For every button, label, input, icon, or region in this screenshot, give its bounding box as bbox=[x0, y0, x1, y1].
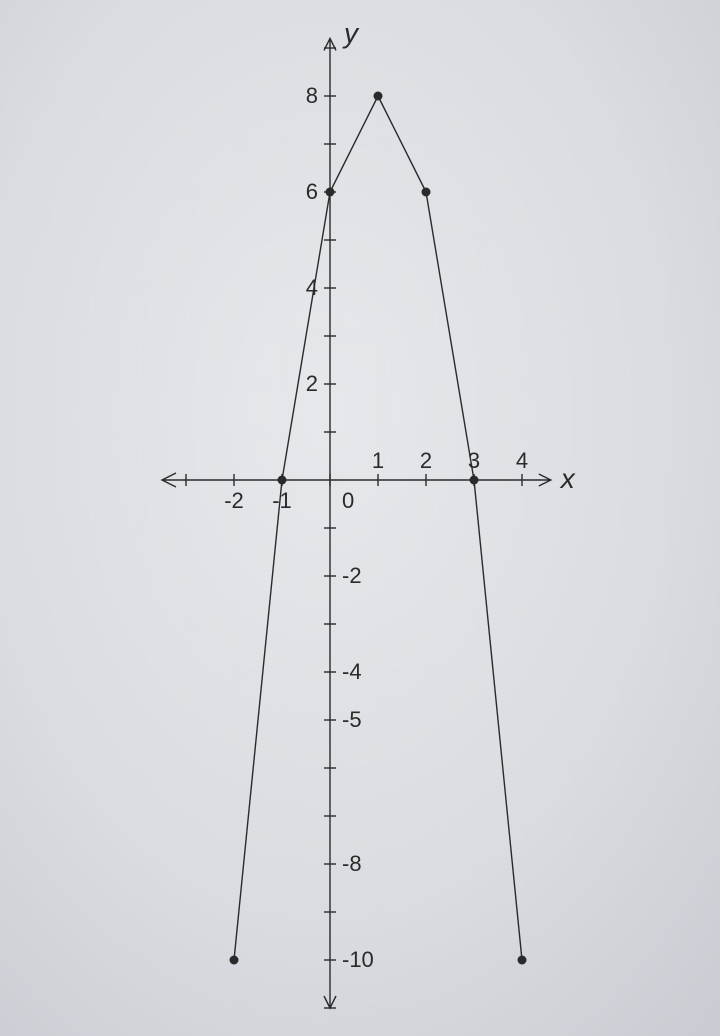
y-tick-label: 2 bbox=[306, 371, 318, 396]
data-point bbox=[518, 956, 527, 965]
data-point bbox=[374, 92, 383, 101]
chart-canvas: -2-101234-10-8-5-4-22468xy bbox=[0, 0, 720, 1036]
data-point bbox=[470, 476, 479, 485]
y-tick-label: 8 bbox=[306, 83, 318, 108]
x-tick-label: 1 bbox=[372, 448, 384, 473]
background bbox=[0, 0, 720, 1036]
y-tick-label: -8 bbox=[342, 851, 362, 876]
y-tick-label: -10 bbox=[342, 947, 374, 972]
x-tick-label: 2 bbox=[420, 448, 432, 473]
y-tick-label: -4 bbox=[342, 659, 362, 684]
y-tick-label: -2 bbox=[342, 563, 362, 588]
x-tick-label: 4 bbox=[516, 448, 528, 473]
data-point bbox=[278, 476, 287, 485]
y-tick-label: 6 bbox=[306, 179, 318, 204]
x-axis-label: x bbox=[559, 463, 576, 494]
x-tick-label: -2 bbox=[224, 488, 244, 513]
y-axis-label: y bbox=[342, 17, 360, 48]
data-point bbox=[422, 188, 431, 197]
x-tick-label: -1 bbox=[272, 488, 292, 513]
x-tick-label: 0 bbox=[342, 488, 354, 513]
data-point bbox=[326, 188, 335, 197]
data-point bbox=[230, 956, 239, 965]
y-tick-label: -5 bbox=[342, 707, 362, 732]
graph-paper: -2-101234-10-8-5-4-22468xy bbox=[0, 0, 720, 1036]
